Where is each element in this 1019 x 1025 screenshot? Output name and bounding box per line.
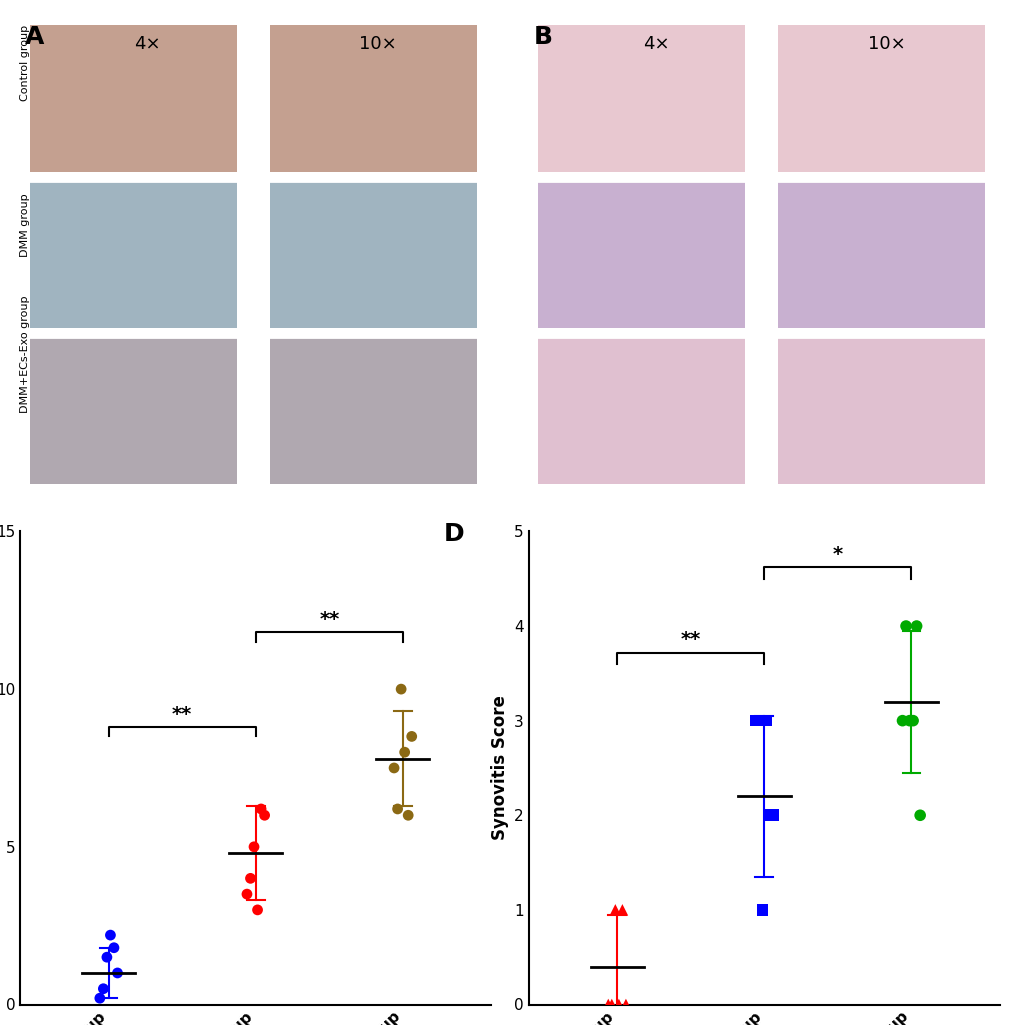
Point	[109, 965, 125, 981]
Text: DMM+ECs-Exo group: DMM+ECs-Exo group	[20, 295, 31, 413]
Y-axis label: Synovitis Score: Synovitis Score	[490, 696, 508, 840]
Point	[754, 902, 770, 918]
Point	[392, 681, 409, 697]
Point	[106, 940, 122, 956]
Point	[102, 927, 118, 943]
Bar	[270, 26, 477, 172]
Point	[764, 807, 781, 823]
Point	[908, 618, 924, 634]
Text: 10×: 10×	[867, 35, 905, 52]
Point	[747, 712, 763, 729]
Bar	[777, 181, 984, 328]
Point	[901, 712, 917, 729]
Bar	[30, 26, 236, 172]
Point	[613, 902, 630, 918]
Point	[757, 712, 773, 729]
Bar	[270, 337, 477, 484]
Bar	[538, 181, 745, 328]
Point	[606, 902, 623, 918]
Text: B: B	[533, 26, 552, 49]
Point	[618, 996, 634, 1013]
Point	[610, 996, 627, 1013]
Point	[243, 870, 259, 887]
Text: **: **	[319, 610, 339, 629]
Bar	[30, 337, 236, 484]
Point	[904, 712, 920, 729]
Point	[760, 807, 776, 823]
Point	[99, 949, 115, 966]
Point	[396, 744, 413, 761]
Text: D: D	[443, 522, 465, 546]
Point	[897, 618, 913, 634]
Point	[95, 981, 111, 997]
Text: **: **	[172, 705, 193, 724]
Point	[750, 712, 766, 729]
Text: A: A	[25, 26, 45, 49]
Text: 4×: 4×	[642, 35, 668, 52]
Point	[599, 996, 615, 1013]
Point	[249, 902, 265, 918]
Text: **: **	[680, 629, 700, 649]
Point	[92, 990, 108, 1007]
Point	[238, 886, 255, 902]
Point	[385, 760, 401, 776]
Point	[389, 801, 406, 817]
Bar	[777, 26, 984, 172]
Bar	[538, 26, 745, 172]
Bar	[538, 337, 745, 484]
Text: *: *	[832, 544, 842, 564]
Point	[894, 712, 910, 729]
Point	[404, 728, 420, 744]
Text: Control group: Control group	[20, 25, 31, 100]
Text: 4×: 4×	[135, 35, 161, 52]
Point	[399, 807, 416, 823]
Point	[603, 996, 620, 1013]
Bar	[270, 181, 477, 328]
Bar	[777, 337, 984, 484]
Text: 10×: 10×	[359, 35, 396, 52]
Point	[911, 807, 927, 823]
Point	[253, 801, 269, 817]
Text: DMM group: DMM group	[20, 194, 31, 257]
Point	[246, 838, 262, 855]
Bar	[30, 181, 236, 328]
Point	[256, 807, 272, 823]
